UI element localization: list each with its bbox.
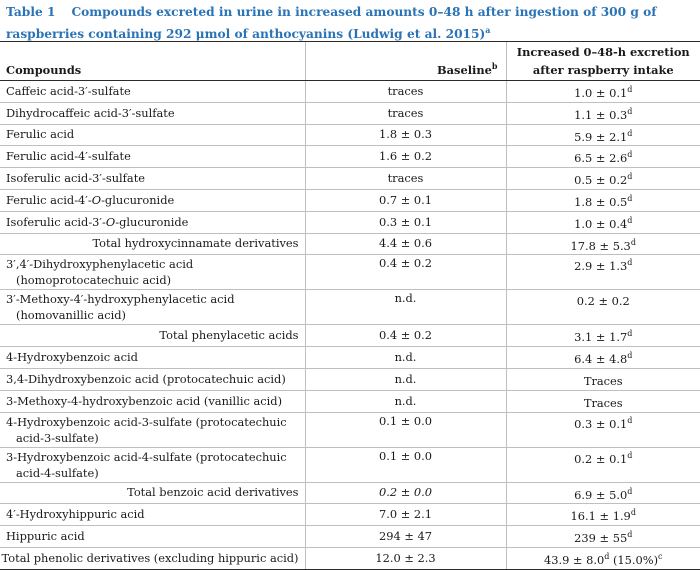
table-row: Ferulic acid-4′-sulfate 1.6 ± 0.2 6.5 ± … [0, 145, 700, 169]
baseline-value: n.d. [304, 346, 506, 369]
baseline-value: n.d. [304, 368, 506, 391]
excretion-value: 17.8 ± 5.3d [505, 233, 700, 256]
compound-name: 4-Hydroxybenzoic acid-3-sulfate (protoca… [0, 412, 305, 448]
excretion-value: 6.4 ± 4.8d [505, 346, 700, 369]
excretion-value: Traces [505, 368, 700, 391]
table-row: Ferulic acid-4′-O-glucuronide 0.7 ± 0.1 … [0, 189, 700, 212]
table-row: Hippuric acid 294 ± 47 239 ± 55d [0, 525, 700, 548]
table-row: 4′-Hydroxyhippuric acid 7.0 ± 2.1 16.1 ±… [0, 503, 700, 527]
compound-name: Total phenylacetic acids [0, 324, 305, 348]
baseline-value: 294 ± 47 [304, 525, 506, 548]
data-table: Compounds Baselineb Increased 0–48-h exc… [0, 41, 700, 570]
compound-name: Isoferulic acid-3′-sulfate [0, 167, 305, 190]
compound-name: Hippuric acid [0, 525, 305, 548]
baseline-value: 0.7 ± 0.1 [304, 189, 506, 212]
excretion-value: 1.8 ± 0.5d [505, 189, 700, 212]
compound-name: Isoferulic acid-3′-O-glucuronide [0, 211, 305, 234]
baseline-value: traces [304, 167, 506, 190]
compound-name: Caffeic acid-3′-sulfate [0, 80, 305, 103]
caption-text: Compounds excreted in urine in increased… [6, 5, 657, 42]
compound-name: 3,4-Dihydroxybenzoic acid (protocatechui… [0, 368, 305, 391]
compound-name: Total benzoic acid derivatives [0, 482, 305, 505]
excretion-value: 239 ± 55d [505, 525, 700, 548]
excretion-value: 1.0 ± 0.4d [505, 211, 700, 234]
baseline-value: 7.0 ± 2.1 [304, 503, 506, 527]
table-row: 3-Methoxy-4-hydroxybenzoic acid (vanilli… [0, 390, 700, 413]
table-row: 3-Hydroxybenzoic acid-4-sulfate (protoca… [0, 447, 700, 483]
baseline-value: traces [304, 80, 506, 103]
compound-name: 4′-Hydroxyhippuric acid [0, 503, 305, 527]
table-row: 3′,4′-Dihydroxyphenylacetic acid (homopr… [0, 254, 700, 291]
compound-name: 3′,4′-Dihydroxyphenylacetic acid (homopr… [0, 254, 305, 291]
compound-name: 4-Hydroxybenzoic acid [0, 346, 305, 369]
baseline-value: 4.4 ± 0.6 [304, 233, 506, 256]
table-row: 4-Hydroxybenzoic acid n.d. 6.4 ± 4.8d [0, 346, 700, 369]
table-row-total: Total phenolic derivatives (excluding hi… [0, 547, 700, 570]
baseline-value: 12.0 ± 2.3 [304, 547, 506, 570]
header-compounds: Compounds [0, 41, 305, 81]
table-row-total: Total hydroxycinnamate derivatives 4.4 ±… [0, 233, 700, 256]
compound-name: Total phenolic derivatives (excluding hi… [0, 547, 305, 570]
table-header-row: Compounds Baselineb Increased 0–48-h exc… [0, 41, 700, 81]
baseline-value: 0.2 ± 0.0 [304, 482, 506, 505]
excretion-value: 2.9 ± 1.3d [505, 254, 700, 291]
baseline-value: n.d. [304, 289, 506, 326]
table-row: 3,4-Dihydroxybenzoic acid (protocatechui… [0, 368, 700, 391]
excretion-value: 1.0 ± 0.1d [505, 80, 700, 103]
excretion-value: Traces [505, 390, 700, 413]
excretion-value: 0.3 ± 0.1d [505, 412, 700, 448]
baseline-value: 0.4 ± 0.2 [304, 324, 506, 348]
compound-name: 3-Methoxy-4-hydroxybenzoic acid (vanilli… [0, 390, 305, 413]
baseline-value: 0.4 ± 0.2 [304, 254, 506, 291]
compound-name: Total hydroxycinnamate derivatives [0, 233, 305, 256]
compound-name: Ferulic acid-4′-sulfate [0, 145, 305, 169]
baseline-value: 0.3 ± 0.1 [304, 211, 506, 234]
excretion-value: 6.9 ± 5.0d [505, 482, 700, 505]
excretion-value: 0.5 ± 0.2d [505, 167, 700, 190]
table-row: Isoferulic acid-3′-sulfate traces 0.5 ± … [0, 167, 700, 190]
table-label: Table 1 [6, 5, 56, 19]
table-row-total: Total benzoic acid derivatives 0.2 ± 0.0… [0, 482, 700, 505]
compound-name: Ferulic acid [0, 124, 305, 147]
header-baseline: Baselineb [304, 41, 506, 81]
table-caption: Table 1 Compounds excreted in urine in in… [6, 3, 696, 43]
table-row: Ferulic acid 1.8 ± 0.3 5.9 ± 2.1d [0, 124, 700, 147]
excretion-value: 0.2 ± 0.1d [505, 447, 700, 483]
baseline-value: traces [304, 102, 506, 125]
compound-name: Dihydrocaffeic acid-3′-sulfate [0, 102, 305, 125]
excretion-value: 5.9 ± 2.1d [505, 124, 700, 147]
baseline-value: 0.1 ± 0.0 [304, 412, 506, 448]
table-row: 4-Hydroxybenzoic acid-3-sulfate (protoca… [0, 412, 700, 448]
baseline-value: n.d. [304, 390, 506, 413]
baseline-value: 0.1 ± 0.0 [304, 447, 506, 483]
table-row: Isoferulic acid-3′-O-glucuronide 0.3 ± 0… [0, 211, 700, 234]
excretion-value: 16.1 ± 1.9d [505, 503, 700, 527]
compound-name: Ferulic acid-4′-O-glucuronide [0, 189, 305, 212]
excretion-value: 3.1 ± 1.7d [505, 324, 700, 348]
header-increase: Increased 0–48-h excretion after raspber… [505, 41, 700, 81]
table-row-total: Total phenylacetic acids 0.4 ± 0.2 3.1 ±… [0, 324, 700, 348]
excretion-value: 1.1 ± 0.3d [505, 102, 700, 125]
table-row: Caffeic acid-3′-sulfate traces 1.0 ± 0.1… [0, 80, 700, 103]
caption-footnote-mark: a [485, 25, 491, 35]
excretion-value: 6.5 ± 2.6d [505, 145, 700, 169]
baseline-value: 1.6 ± 0.2 [304, 145, 506, 169]
table-row: 3′-Methoxy-4′-hydroxyphenylacetic acid (… [0, 289, 700, 326]
table-row: Dihydrocaffeic acid-3′-sulfate traces 1.… [0, 102, 700, 125]
compound-name: 3-Hydroxybenzoic acid-4-sulfate (protoca… [0, 447, 305, 483]
excretion-value: 43.9 ± 8.0d (15.0%)c [505, 547, 700, 570]
excretion-value: 0.2 ± 0.2 [505, 289, 700, 326]
baseline-value: 1.8 ± 0.3 [304, 124, 506, 147]
compound-name: 3′-Methoxy-4′-hydroxyphenylacetic acid (… [0, 289, 305, 326]
